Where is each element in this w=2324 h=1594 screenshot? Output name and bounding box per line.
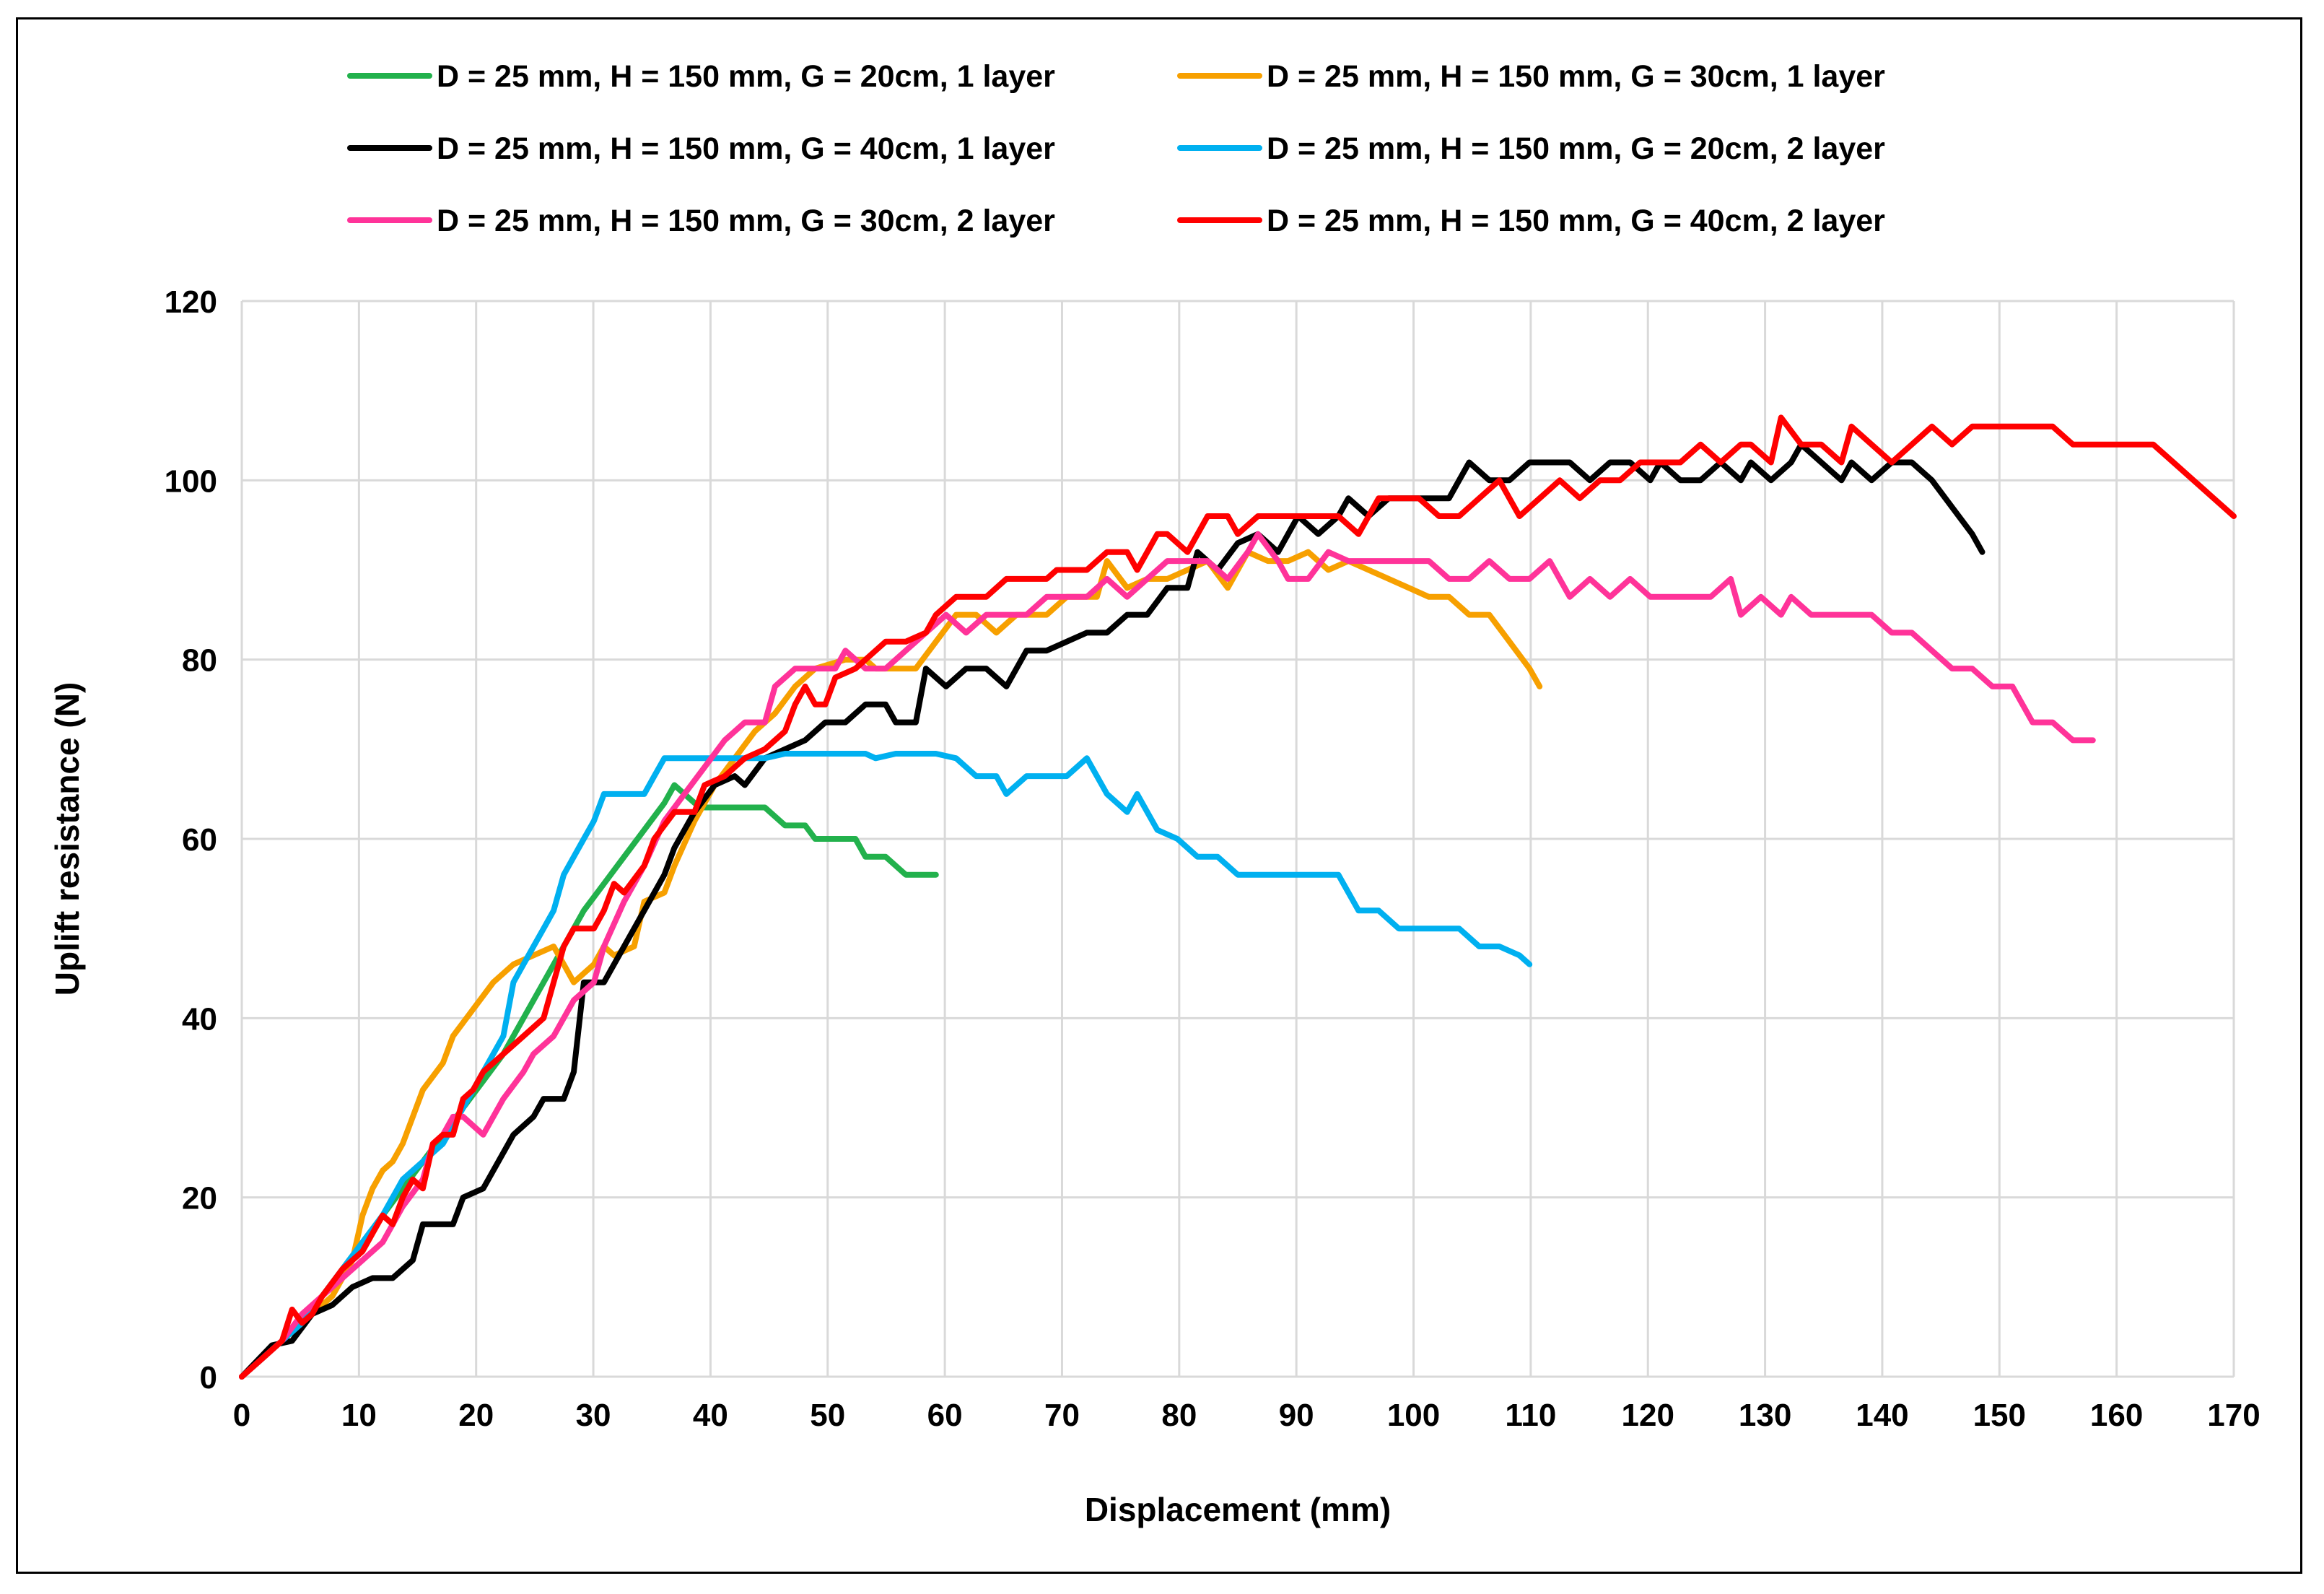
- x-tick-label: 120: [1622, 1398, 1674, 1433]
- x-tick-label: 160: [2090, 1398, 2143, 1433]
- x-tick-label: 20: [458, 1398, 494, 1433]
- y-tick-label: 60: [182, 822, 217, 858]
- x-tick-label: 130: [1739, 1398, 1791, 1433]
- x-tick-label: 50: [810, 1398, 845, 1433]
- grid: [240, 300, 2235, 1378]
- y-tick-label: 20: [182, 1181, 217, 1216]
- y-tick-label: 0: [200, 1360, 217, 1395]
- series-line-4: [239, 751, 1533, 1380]
- x-tick-label: 90: [1279, 1398, 1314, 1433]
- legend-label-1: D = 25 mm, H = 150 mm, G = 20cm, 1 layer: [437, 59, 1055, 94]
- series-line-2: [239, 549, 1543, 1380]
- x-tick-label: 40: [693, 1398, 728, 1433]
- legend: D = 25 mm, H = 150 mm, G = 20cm, 1 layer…: [347, 59, 1885, 238]
- chart-svg: 0 10 20 30 40 50 60 70 80 90 100 110 120 130 140 150 160…: [48, 59, 2260, 1528]
- legend-label-6: D = 25 mm, H = 150 mm, G = 40cm, 2 layer: [1267, 204, 1885, 238]
- legend-label-2: D = 25 mm, H = 150 mm, G = 30cm, 1 layer: [1267, 59, 1885, 94]
- legend-label-3: D = 25 mm, H = 150 mm, G = 40cm, 1 layer: [437, 131, 1055, 166]
- y-axis-title: Uplift resistance (N): [48, 682, 86, 996]
- chart-frame: 0 10 20 30 40 50 60 70 80 90 100 110 120 130 140 150 160…: [16, 17, 2302, 1574]
- x-axis-title: Displacement (mm): [1085, 1491, 1391, 1528]
- x-tick-label: 0: [233, 1398, 250, 1433]
- series-line-5: [239, 531, 2096, 1380]
- x-tick-label: 100: [1387, 1398, 1440, 1433]
- x-tick-label: 70: [1044, 1398, 1080, 1433]
- axes: 0 10 20 30 40 50 60 70 80 90 100 110 120 130 140 150 160…: [165, 284, 2260, 1433]
- y-tick-label: 40: [182, 1001, 217, 1037]
- x-tick-label: 80: [1161, 1398, 1197, 1433]
- x-tick-label: 60: [927, 1398, 963, 1433]
- legend-label-4: D = 25 mm, H = 150 mm, G = 20cm, 2 layer: [1267, 131, 1885, 166]
- x-tick-label: 110: [1505, 1398, 1556, 1433]
- series-line-1: [239, 782, 939, 1380]
- y-tick-label: 120: [165, 284, 217, 320]
- x-tick-label: 150: [1973, 1398, 2026, 1433]
- x-tick-label: 170: [2207, 1398, 2260, 1433]
- y-tick-label: 80: [182, 643, 217, 679]
- legend-label-5: D = 25 mm, H = 150 mm, G = 30cm, 2 layer: [437, 204, 1055, 238]
- y-tick-label: 100: [165, 463, 217, 499]
- x-tick-label: 10: [341, 1398, 377, 1433]
- series-line-6: [239, 414, 2237, 1380]
- x-tick-label: 30: [576, 1398, 611, 1433]
- series-line-3: [239, 441, 1986, 1380]
- series-lines: [239, 414, 2237, 1380]
- x-tick-label: 140: [1856, 1398, 1908, 1433]
